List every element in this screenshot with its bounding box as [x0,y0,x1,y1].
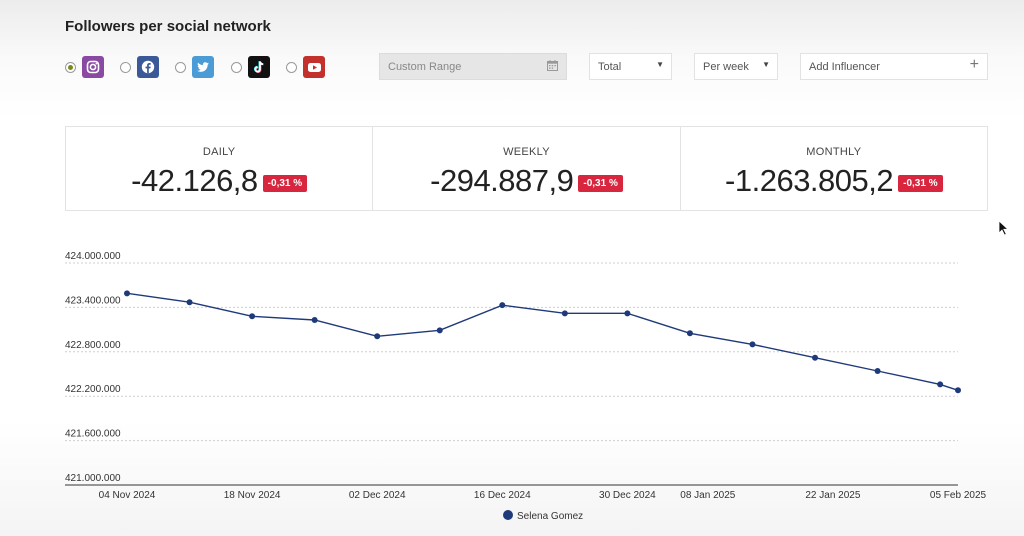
instagram-radio[interactable] [65,61,76,73]
facebook-radio[interactable] [120,61,131,73]
x-tick-label: 22 Jan 2025 [805,490,860,501]
data-point [249,313,256,320]
change-badge: -0,31 % [262,174,308,192]
change-badge: -0,31 % [578,174,623,192]
x-tick-label: 18 Nov 2024 [224,490,281,501]
data-point [374,333,381,340]
x-tick-label: 02 Dec 2024 [349,490,406,501]
tiktok-icon [248,56,270,78]
data-point [686,330,693,337]
calendar-icon[interactable] [547,60,558,74]
mode-select-value: Total [598,60,622,73]
y-tick-label: 421.600.000 [65,429,121,440]
instagram-icon [82,56,104,78]
page-title: Followers per social network [65,18,271,35]
x-tick-label: 04 Nov 2024 [99,490,156,501]
stat-card-daily: DAILY -42.126,8 -0,31 % [65,126,374,211]
data-point [436,327,443,334]
stats-cards: DAILY -42.126,8 -0,31 % WEEKLY -294.887,… [65,126,988,211]
y-tick-label: 424.000.000 [65,251,121,262]
twitter-radio[interactable] [175,61,186,73]
mode-select[interactable]: Total ▼ [589,53,672,80]
period-select[interactable]: Per week ▼ [694,53,778,80]
x-tick-label: 16 Dec 2024 [474,490,531,501]
data-point [561,310,568,317]
network-option-youtube[interactable] [286,56,325,78]
network-option-facebook[interactable] [120,56,159,78]
twitter-icon [192,56,214,78]
stat-label: WEEKLY [503,146,550,158]
chevron-down-icon: ▼ [762,60,770,69]
data-point [749,341,756,348]
network-option-tiktok[interactable] [231,56,270,78]
y-tick-label: 423.400.000 [65,295,121,306]
x-tick-label: 30 Dec 2024 [599,490,656,501]
y-tick-label: 422.800.000 [65,340,121,351]
stat-card-monthly: MONTHLY -1.263.805,2 -0,31 % [679,126,988,211]
youtube-icon [303,56,325,78]
change-badge: -0,31 % [898,174,943,192]
stat-card-weekly: WEEKLY -294.887,9 -0,31 % [372,126,681,211]
youtube-radio[interactable] [286,61,297,73]
data-point [812,354,819,361]
plus-icon[interactable]: + [969,56,979,73]
legend-label: Selena Gomez [517,511,583,522]
followers-line-chart: 424.000.000 423.400.000 422.800.000 422.200… [65,251,987,522]
stat-label: MONTHLY [806,146,862,158]
network-option-instagram[interactable] [65,56,104,78]
facebook-icon [137,56,159,78]
data-point [955,387,961,394]
data-point [311,316,318,323]
data-point [874,368,881,375]
network-option-twitter[interactable] [175,56,214,78]
data-point [624,310,631,317]
x-tick-label: 05 Feb 2025 [930,490,987,501]
data-point [124,290,130,297]
chevron-down-icon: ▼ [656,60,664,69]
data-point [499,302,506,309]
x-tick-label: 08 Jan 2025 [680,490,735,501]
stat-value: -294.887,9 [430,163,574,198]
stat-label: DAILY [202,146,236,158]
date-range-input[interactable]: Custom Range [379,53,567,80]
add-influencer-placeholder: Add Influencer [809,60,880,73]
legend-marker [503,510,513,520]
data-point [186,299,193,306]
y-tick-label: 422.200.000 [65,384,121,395]
data-point [937,381,944,388]
mouse-cursor-icon [998,220,1010,236]
stat-value: -42.126,8 [131,163,258,198]
tiktok-radio[interactable] [231,61,242,73]
date-range-placeholder: Custom Range [388,60,462,73]
y-tick-label: 421.000.000 [65,473,121,484]
period-select-value: Per week [703,60,749,73]
stat-value: -1.263.805,2 [725,163,894,198]
add-influencer-input[interactable]: Add Influencer + [800,53,988,80]
